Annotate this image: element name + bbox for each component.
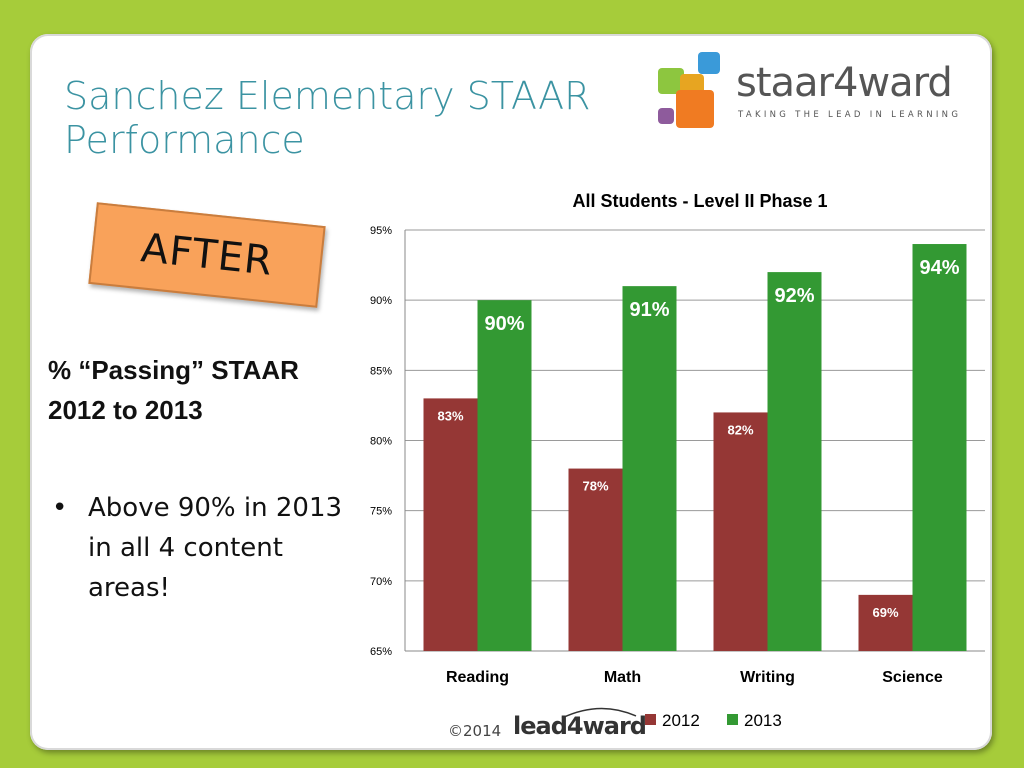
bar-2013-writing (767, 272, 822, 651)
legend-swatch-2012 (645, 714, 656, 725)
legend-label: 2013 (744, 711, 782, 730)
data-label: 82% (727, 422, 753, 437)
data-label: 69% (872, 605, 898, 620)
logo-tagline: TAKING THE LEAD IN LEARNING (738, 110, 962, 120)
heading-line-1: % “Passing” STAAR (48, 355, 299, 385)
legend-swatch-2013 (727, 714, 738, 725)
y-tick-label: 90% (370, 295, 392, 307)
logo-wordmark: staar4ward (736, 60, 953, 106)
bar-chart: All Students - Level II Phase 1 65% 70% 75%… (370, 191, 985, 730)
bar-2012-math (568, 468, 623, 651)
bar-2013-math (622, 286, 677, 651)
data-label: 91% (629, 299, 669, 321)
chart-title: All Students - Level II Phase 1 (572, 191, 827, 211)
legend-label: 2012 (662, 711, 700, 730)
data-label: 78% (582, 479, 608, 494)
logo-square-green-icon (658, 68, 684, 94)
bar-2012-science (858, 594, 913, 651)
data-label: 94% (919, 257, 959, 279)
data-label: 90% (484, 313, 524, 335)
logo-square-blue-icon (698, 52, 720, 74)
x-tick-label: Math (604, 669, 641, 686)
y-tick-label: 75% (370, 506, 392, 518)
logo-square-purple-icon (658, 108, 674, 124)
footer-swoosh-icon (561, 707, 637, 719)
footer-lead4ward-logo: lead4ward (513, 712, 647, 740)
staar4ward-logo: staar4ward TAKING THE LEAD IN LEARNING (656, 52, 976, 136)
x-tick-label: Reading (446, 669, 509, 686)
bar-2012-writing (713, 412, 768, 651)
after-label: AFTER (138, 225, 276, 285)
y-tick-label: 70% (370, 576, 392, 588)
bar-2013-reading (477, 300, 532, 651)
y-tick-label: 95% (370, 225, 392, 237)
y-tick-label: 65% (370, 646, 392, 658)
passing-heading: % “Passing” STAAR 2012 to 2013 (48, 350, 348, 430)
data-label: 83% (437, 408, 463, 423)
slide-title: Sanchez Elementary STAAR Performance (64, 74, 591, 162)
bar-2012-reading (423, 398, 478, 651)
x-tick-label: Science (882, 669, 943, 686)
x-tick-label: Writing (740, 669, 795, 686)
heading-line-2: 2012 to 2013 (48, 395, 203, 425)
data-label: 92% (774, 285, 814, 307)
bullet-list: Above 90% in 2013 in all 4 content areas… (48, 488, 358, 608)
y-tick-label: 85% (370, 365, 392, 377)
logo-square-orange-icon (676, 90, 714, 128)
bullet-item: Above 90% in 2013 in all 4 content areas… (48, 488, 358, 608)
bar-2013-science (912, 244, 967, 651)
footer-copyright: ©2014 (448, 722, 502, 740)
y-tick-label: 80% (370, 436, 392, 448)
